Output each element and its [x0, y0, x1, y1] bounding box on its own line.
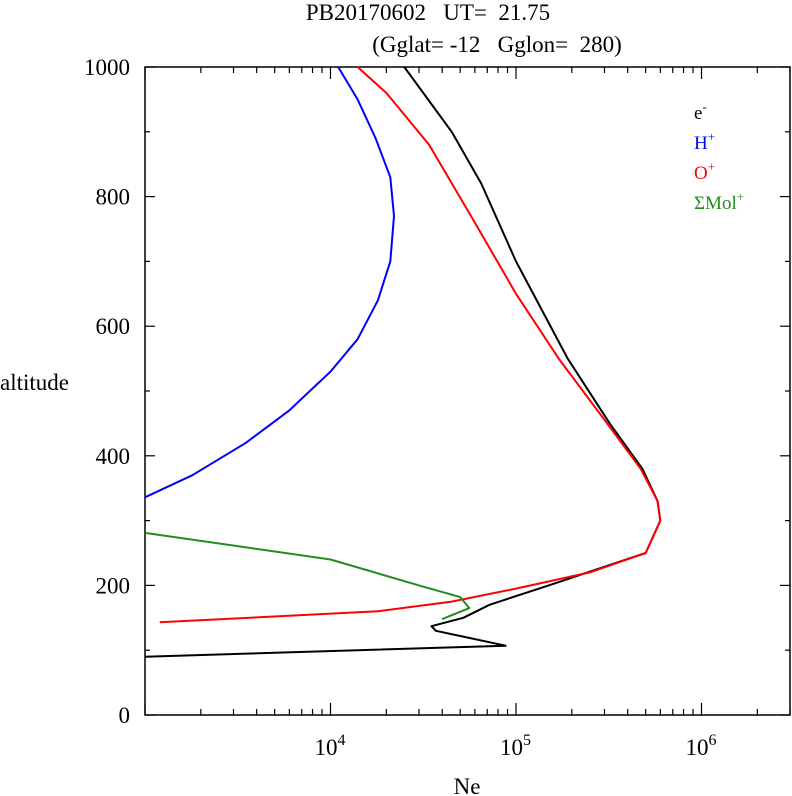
chart-title-line2: (Gglat= -12 Gglon= 280) — [372, 32, 622, 57]
y-tick-label: 800 — [96, 185, 131, 210]
x-tick-label: 104 — [314, 732, 345, 760]
series-line-mol — [144, 531, 471, 621]
legend-entry: H+ — [694, 129, 715, 154]
y-axis-label: altitude — [0, 370, 69, 395]
y-tick-label: 1000 — [84, 55, 130, 80]
series-line-e — [144, 66, 662, 658]
series-line-o — [159, 66, 662, 624]
x-tick-label: 105 — [500, 732, 531, 760]
legend-entry: e- — [694, 99, 707, 124]
chart-legend: e- H+ O+ ΣMol+ — [694, 99, 744, 214]
series-lines — [144, 66, 662, 658]
y-tick-label: 400 — [96, 444, 131, 469]
y-tick-label: 0 — [119, 703, 131, 728]
y-tick-label: 600 — [96, 314, 131, 339]
series-line-h — [144, 66, 395, 499]
chart-title-line1: PB20170602 UT= 21.75 — [306, 0, 550, 25]
legend-entry: O+ — [694, 159, 715, 184]
x-tick-labels: 104 105 106 — [314, 732, 716, 760]
legend-entry: ΣMol+ — [694, 189, 744, 214]
axis-ticks — [144, 66, 791, 716]
y-tick-labels: 0 200 400 600 800 1000 — [84, 55, 130, 728]
x-tick-label: 106 — [685, 732, 716, 760]
y-tick-label: 200 — [96, 573, 131, 598]
x-axis-label: Ne — [454, 774, 481, 796]
